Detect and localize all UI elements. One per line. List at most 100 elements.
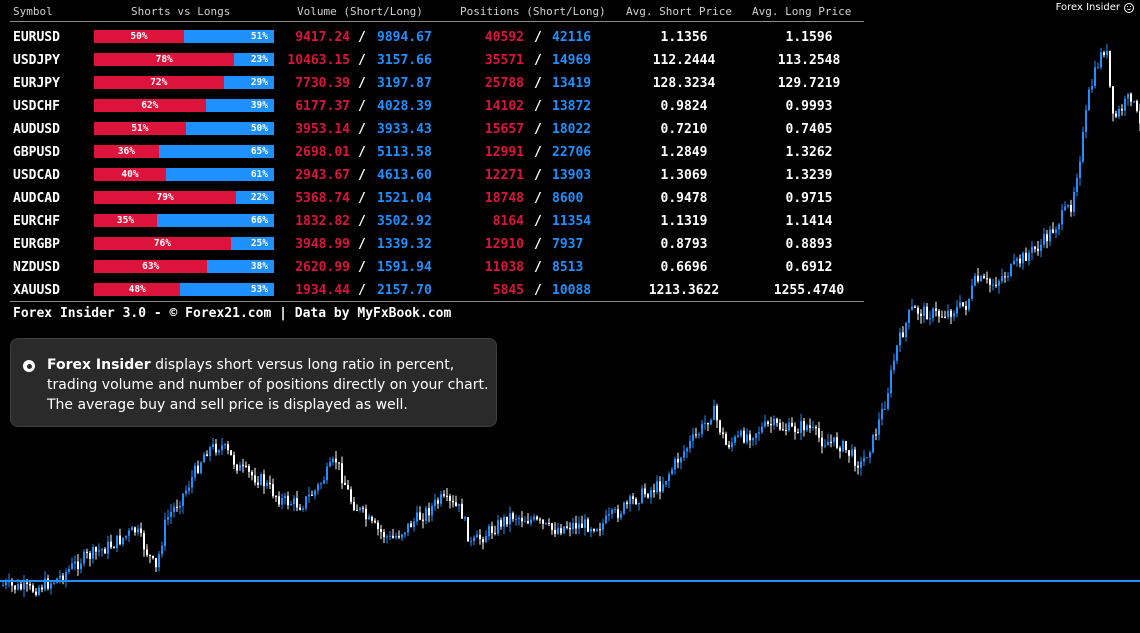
candle-body [89, 553, 91, 559]
candle-body [479, 534, 481, 540]
candle-body [725, 433, 727, 445]
table-row: EURGBP 76% 25% 3948.99 / 1339.32 12910 / 7937 0.8… [10, 232, 864, 255]
candle-body [968, 298, 970, 310]
short-pct: 48% [94, 283, 181, 296]
volume-long: 1591.94 [377, 260, 432, 275]
candle-body [719, 420, 721, 433]
candle-body [962, 302, 964, 306]
candle-body [722, 432, 724, 434]
volume-short: 1832.82 [295, 214, 350, 229]
short-pct: 36% [94, 145, 159, 158]
candle-body [422, 519, 424, 521]
candle-body [1133, 101, 1135, 103]
forex-insider-table: Symbol Shorts vs Longs Volume (Short/Lon… [10, 3, 864, 322]
candle-body [656, 481, 658, 493]
candle-body [1013, 260, 1015, 265]
candle-body [986, 278, 988, 280]
candle-body [854, 449, 856, 466]
candle-body [443, 494, 445, 496]
candle-body [884, 408, 886, 410]
table-row: AUDUSD 51% 50% 3953.14 / 3933.43 15657 / 18022 0.… [10, 117, 864, 140]
ratio-bar: 63% 38% [94, 260, 274, 273]
volume-short: 9417.24 [295, 30, 350, 45]
short-pct: 63% [94, 260, 208, 273]
candle-body [767, 421, 769, 425]
candle-body [584, 519, 586, 528]
candle-body [218, 450, 220, 453]
avg-long-price: 1.1414 [785, 214, 833, 229]
candle-body [152, 556, 154, 559]
candle-body [296, 498, 298, 508]
candle-body [293, 498, 295, 505]
volume-long: 3933.43 [377, 122, 432, 137]
avg-short-price: 0.6696 [660, 260, 708, 275]
candle-body [1079, 161, 1081, 178]
candle-body [272, 484, 274, 497]
row-symbol: GBPUSD [13, 145, 60, 160]
candle-body [689, 440, 691, 449]
candle-body [494, 532, 496, 534]
candle-body [347, 484, 349, 490]
candle-body [653, 490, 655, 493]
candle-body [197, 465, 199, 473]
candle-body [1103, 52, 1105, 56]
candle-body [26, 582, 28, 585]
candle-body [989, 279, 991, 285]
candle-body [251, 471, 253, 476]
candle-body [845, 440, 847, 451]
row-symbol: EURJPY [13, 76, 60, 91]
long-pct: 65% [158, 145, 274, 158]
candle-body [821, 437, 823, 447]
candle-body [833, 437, 835, 442]
avg-short-price: 1.1319 [660, 214, 708, 229]
candle-body [308, 494, 310, 497]
candle-body [62, 575, 64, 581]
candle-body [302, 508, 304, 510]
candle-body [797, 431, 799, 433]
candle-body [617, 509, 619, 518]
info-circle-icon [23, 360, 35, 372]
candle-body [1031, 246, 1033, 253]
candle-body [332, 458, 334, 463]
positions-separator: / [534, 191, 542, 206]
table-row: EURCHF 35% 66% 1832.82 / 3502.92 8164 / 11354 1.1… [10, 209, 864, 232]
candle-body [542, 519, 544, 524]
positions-separator: / [534, 122, 542, 137]
candle-body [977, 275, 979, 281]
positions-separator: / [534, 53, 542, 68]
candle-body [644, 488, 646, 495]
header-divider [10, 21, 864, 22]
candle-body [239, 464, 241, 471]
positions-separator: / [534, 168, 542, 183]
candle-body [1001, 276, 1003, 282]
candle-body [551, 523, 553, 530]
candle-body [449, 496, 451, 501]
candle-body [53, 582, 55, 584]
candle-body [1109, 50, 1111, 87]
candle-body [287, 495, 289, 506]
candle-body [686, 448, 688, 452]
candle-body [413, 521, 415, 528]
candle-body [164, 519, 166, 546]
candle-body [221, 445, 223, 451]
candle-body [599, 529, 601, 531]
candle-body [119, 535, 121, 545]
candle-body [623, 502, 625, 514]
candle-body [1016, 258, 1018, 261]
candle-body [1070, 205, 1072, 212]
candle-body [23, 582, 25, 590]
candle-body [944, 316, 946, 318]
candle-body [83, 551, 85, 564]
positions-long: 7937 [552, 237, 584, 252]
candle-body [65, 571, 67, 581]
candle-body [14, 585, 16, 590]
candle-body [476, 534, 478, 538]
row-symbol: EURCHF [13, 214, 60, 229]
candle-body [149, 555, 151, 557]
candle-body [998, 281, 1000, 286]
candle-body [824, 445, 826, 447]
candle-body [581, 523, 583, 528]
candle-body [863, 457, 865, 462]
candle-body [236, 464, 238, 471]
